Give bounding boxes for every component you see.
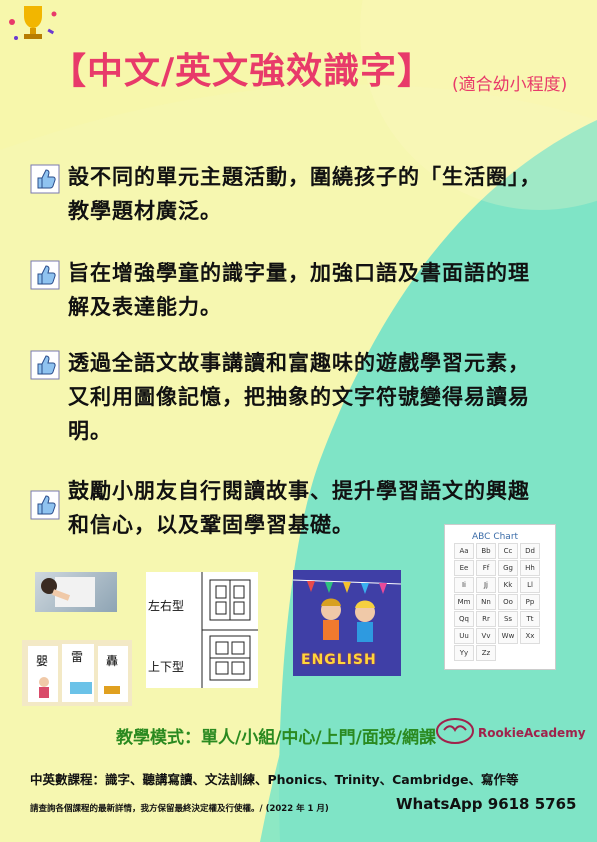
abc-cell: Bb [476,543,496,559]
abc-cell: Dd [520,543,540,559]
abc-cell: Pp [520,594,540,610]
bullet-item: 鼓勵小朋友自行閱讀故事、提升學習語文的興趣和信心，以及鞏固學習基礎。 [30,474,550,542]
page-subtitle: (適合幼小程度) [452,75,568,95]
char-card-label: 轟 [106,654,119,668]
char-card-label: 雷 [71,650,84,664]
abc-cell: Zz [476,645,496,661]
page-title: 【中文/英文強效識字】 [50,51,435,92]
teaching-mode: 教學模式：單人/小組/中心/上門/面授/網課 [116,723,436,748]
abc-cell: Ss [498,611,518,627]
abc-cell: Kk [498,577,518,593]
abc-cell: Nn [476,594,496,610]
abc-cell: Vv [476,628,496,644]
structure-left-right-label: 左右型 [148,599,185,613]
abc-cell: Hh [520,560,540,576]
thumbs-up-icon [30,490,60,520]
abc-cell: Ww [498,628,518,644]
bullet-item: 旨在增強學童的識字量，加強口語及書面語的理解及表達能力。 [30,256,550,324]
abc-cell: Yy [454,645,474,661]
character-structure-diagram: 左右型 上下型 [146,572,258,688]
teaching-mode-label: 教學模式： [116,728,201,748]
english-label: ENGLISH [301,652,377,668]
abc-cell: Mm [454,594,474,610]
character-cards-photo: 嬰 雷 轟 [22,640,132,706]
bullet-text: 旨在增強學童的識字量，加強口語及書面語的理解及表達能力。 [68,261,530,319]
abc-cell: Ee [454,560,474,576]
courses-line: 中英數課程：識字、聽講寫讀、文法訓練、Phonics、Trinity、Cambr… [30,772,519,787]
bullet-item: 設不同的單元主題活動，圍繞孩子的「生活圈」，教學題材廣泛。 [30,160,550,228]
abc-chart-title: ABC Chart [472,532,519,542]
rookie-academy-logo-icon [436,718,474,744]
bullet-text: 鼓勵小朋友自行閱讀故事、提升學習語文的興趣和信心，以及鞏固學習基礎。 [68,479,530,537]
abc-cell: Jj [476,577,496,593]
abc-cell: Ii [454,577,474,593]
english-kids-illustration: ENGLISH [293,570,401,676]
card-illustrations [39,677,120,698]
thumbs-up-icon [30,350,60,380]
child-writing-photo [35,572,117,612]
bullet-item: 透過全語文故事講讀和富趣味的遊戲學習元素，又利用圖像記憶，把抽象的文字符號變得易… [30,346,550,448]
abc-cell: Cc [498,543,518,559]
structure-top-bottom-label: 上下型 [148,660,185,674]
bullet-text: 設不同的單元主題活動，圍繞孩子的「生活圈」，教學題材廣泛。 [68,165,542,223]
abc-cell: Tt [520,611,540,627]
abc-cell: Ff [476,560,496,576]
abc-cell: Gg [498,560,518,576]
abc-cell: Uu [454,628,474,644]
disclaimer: 請查詢各個課程的最新詳情，我方保留最終決定權及行使權。/ (2022 年 1 月… [30,804,329,814]
bullet-text: 透過全語文故事講讀和富趣味的遊戲學習元素，又利用圖像記憶，把抽象的文字符號變得易… [68,351,530,443]
abc-cell: Rr [476,611,496,627]
thumbs-up-icon [30,260,60,290]
teaching-mode-value: 單人/小組/中心/上門/面授/網課 [201,728,437,748]
trophy-icon [9,6,57,40]
abc-cell: Xx [520,628,540,644]
char-card-label: 嬰 [36,654,49,668]
brand-name: RookieAcademy [478,726,586,740]
abc-cell: Qq [454,611,474,627]
abc-cell: Aa [454,543,474,559]
abc-cell: Oo [498,594,518,610]
whatsapp-contact: WhatsApp 9618 5765 [396,795,577,813]
abc-cell: Ll [520,577,540,593]
thumbs-up-icon [30,164,60,194]
